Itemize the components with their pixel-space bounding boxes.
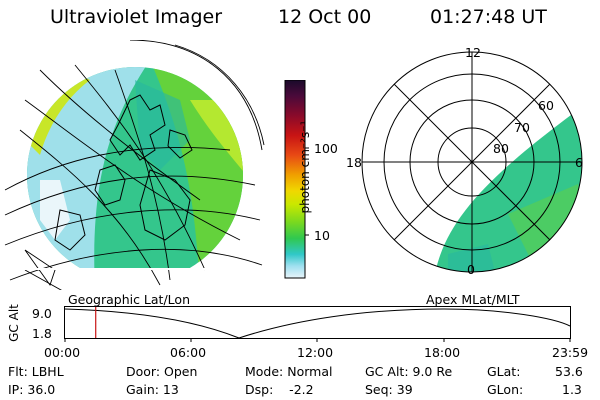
altitude-tick-high: 9.0: [32, 306, 52, 321]
status-flt: Flt: LBHL: [8, 364, 64, 379]
apex-caption: Apex MLat/MLT: [426, 292, 520, 307]
status-mode: Mode: Normal: [245, 364, 333, 379]
mlat-80-label: 80: [493, 141, 509, 156]
status-seq: Seq: 39: [365, 382, 413, 397]
status-ip: IP: 36.0: [8, 382, 56, 397]
status-glat-value: 53.6: [555, 364, 583, 379]
x-tick-0600: 06:00: [170, 345, 207, 360]
colorbar: [284, 80, 309, 279]
status-door: Door: Open: [126, 364, 198, 379]
status-dsp: Dsp: -2.2: [245, 382, 314, 397]
date-label: 12 Oct 00: [278, 6, 372, 28]
altitude-ylabel: GC Alt: [7, 304, 21, 342]
status-glat-label: GLat:: [487, 364, 521, 379]
geographic-image: [0, 40, 270, 290]
geographic-caption: Geographic Lat/Lon: [68, 292, 190, 307]
mlt-18-label: 18: [346, 155, 362, 170]
mlat-60-label: 60: [538, 98, 554, 113]
x-tick-0000: 00:00: [44, 345, 81, 360]
mlt-6-label: 6: [575, 155, 583, 170]
altitude-plot: [64, 306, 571, 342]
mlt-12-label: 12: [465, 45, 481, 60]
instrument-title: Ultraviolet Imager: [50, 6, 223, 28]
time-label: 01:27:48 UT: [430, 6, 547, 28]
mlat-70-label: 70: [514, 120, 530, 135]
colorbar-unit-label: photon cm⁻²s⁻¹: [298, 120, 312, 214]
colorbar-tick-100: 100: [314, 141, 338, 156]
status-gc-alt: GC Alt: 9.0 Re: [365, 364, 453, 379]
polar-plot: [361, 51, 583, 273]
colorbar-tick-10: 10: [314, 228, 330, 243]
x-tick-1800: 18:00: [424, 345, 461, 360]
altitude-tick-low: 1.8: [32, 326, 52, 341]
status-glon-label: GLon:: [487, 382, 524, 397]
x-tick-2359: 23:59: [552, 345, 589, 360]
x-tick-1200: 12:00: [297, 345, 334, 360]
mlt-0-label: 0: [467, 262, 475, 277]
status-glon-value: 1.3: [562, 382, 582, 397]
status-gain: Gain: 13: [126, 382, 179, 397]
